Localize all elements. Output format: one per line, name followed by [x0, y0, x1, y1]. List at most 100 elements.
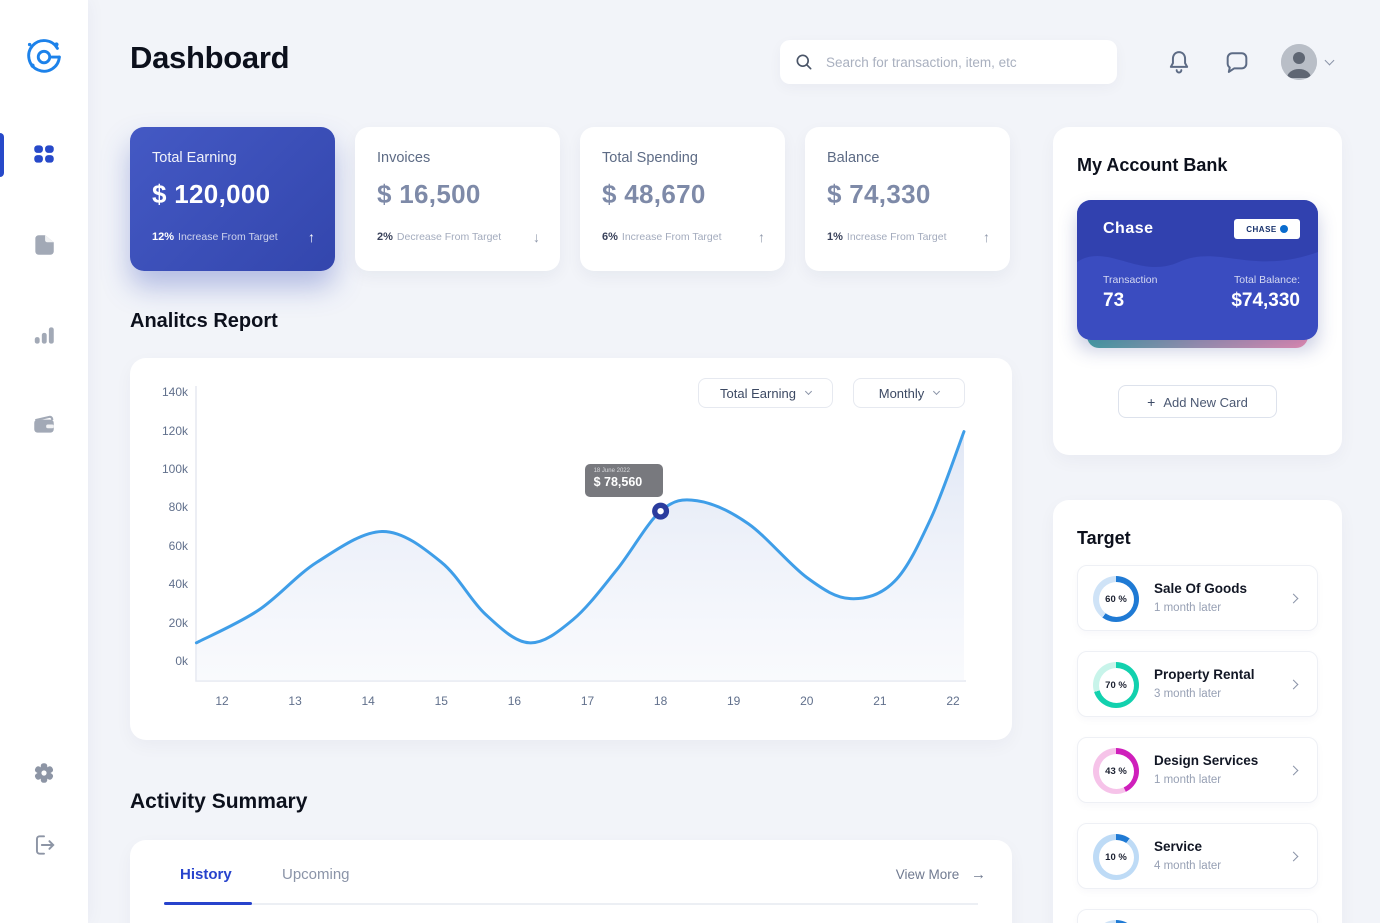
chase-bank-card[interactable]: Chase CHASE Transaction 73 Total Balance…: [1077, 200, 1318, 340]
logo-g-icon: [27, 39, 61, 73]
activity-heading: Activity Summary: [130, 790, 308, 813]
view-more-link[interactable]: View More →: [896, 866, 986, 883]
add-new-card-button[interactable]: + Add New Card: [1118, 385, 1277, 418]
stat-card-balance[interactable]: Balance $ 74,330 1% Increase From Target ↑: [805, 127, 1010, 271]
target-item-sale-of-goods[interactable]: 60 % Sale Of Goods 1 month later: [1077, 565, 1318, 631]
sidebar-active-indicator: [0, 133, 4, 177]
stat-change-text: Decrease From Target: [396, 231, 502, 243]
avatar[interactable]: [1281, 44, 1317, 80]
metric-filter-dropdown[interactable]: Total Earning: [698, 378, 833, 408]
card-wave-decoration: [1077, 200, 1318, 267]
stat-change-percent: 1%: [827, 231, 843, 243]
progress-percent: 70 %: [1098, 667, 1134, 703]
target-item-design-services[interactable]: 43 % Design Services 1 month later: [1077, 737, 1318, 803]
progress-ring: 10 %: [1093, 834, 1139, 880]
stat-value: $ 74,330: [827, 179, 931, 209]
analytics-bars-icon: [34, 326, 54, 344]
balance-value: $74,330: [1231, 290, 1300, 311]
period-filter-dropdown[interactable]: Monthly: [853, 378, 965, 408]
trend-down-icon: ↓: [533, 229, 540, 245]
messages-chat-icon: [1226, 52, 1248, 73]
stat-label: Balance: [827, 150, 880, 166]
stat-label: Invoices: [377, 150, 431, 166]
avatar-chevron-down-icon[interactable]: [1324, 55, 1335, 66]
stat-change-text: Increase From Target: [178, 231, 278, 243]
target-item-property-rental[interactable]: 70 % Property Rental 3 month later: [1077, 651, 1318, 717]
my-account-bank-card: My Account Bank Chase CHASE Transaction …: [1053, 127, 1342, 455]
stat-change-percent: 6%: [602, 231, 618, 243]
analytics-heading: Analitcs Report: [130, 310, 278, 332]
chevron-right-icon: [1288, 593, 1299, 604]
notifications-button[interactable]: [1165, 48, 1193, 76]
plus-icon: +: [1147, 393, 1156, 410]
chevron-right-icon: [1288, 765, 1299, 776]
chase-badge-text: CHASE: [1246, 224, 1277, 234]
tab-history[interactable]: History: [180, 866, 232, 883]
stat-change-percent: 12%: [152, 231, 175, 243]
transaction-value: 73: [1103, 290, 1125, 311]
stat-change-percent: 2%: [377, 231, 393, 243]
stat-label: Total Spending: [602, 150, 698, 166]
stat-change-text: Increase From Target: [621, 231, 722, 243]
settings-gear-icon: [34, 762, 54, 783]
search-bar[interactable]: [780, 40, 1117, 84]
dashboard-grid-icon: [34, 144, 54, 163]
wallet-icon: [34, 415, 54, 433]
sidebar-item-dashboard[interactable]: [28, 139, 60, 171]
search-icon: [796, 54, 812, 70]
stat-card-total-spending[interactable]: Total Spending $ 48,670 6% Increase From …: [580, 127, 785, 271]
bank-heading: My Account Bank: [1077, 155, 1228, 175]
stat-card-total-earning[interactable]: Total Earning $ 120,000 12% Increase From…: [130, 127, 335, 271]
target-item-service[interactable]: 10 % Service 4 month later: [1077, 823, 1318, 889]
target-label: Sale Of Goods: [1154, 581, 1248, 596]
target-label: Property Rental: [1154, 667, 1255, 682]
progress-percent: 43 %: [1098, 753, 1134, 789]
active-tab-underline: [164, 901, 252, 905]
logout-icon: [35, 834, 55, 855]
activity-summary-card: History Upcoming View More →: [130, 840, 1012, 923]
stat-change-text: Increase From Target: [846, 231, 947, 243]
target-due: 1 month later: [1154, 602, 1222, 614]
analytics-line-chart[interactable]: [130, 358, 1012, 740]
tab-upcoming[interactable]: Upcoming: [282, 866, 350, 883]
sidebar-item-wallet[interactable]: [28, 410, 60, 442]
bank-card-name: Chase: [1103, 220, 1154, 237]
chart-tooltip: 18 June 2022 $ 78,560: [584, 464, 663, 498]
progress-ring: 43 %: [1093, 748, 1139, 794]
sidebar-item-analytics[interactable]: [28, 320, 60, 352]
trend-up-icon: ↑: [758, 229, 765, 245]
documents-icon: [35, 234, 54, 255]
chase-logo-icon: [1279, 225, 1288, 233]
chase-logo-badge: CHASE: [1234, 219, 1300, 239]
target-item-partial[interactable]: [1077, 909, 1318, 923]
add-new-card-label: Add New Card: [1163, 394, 1248, 410]
notifications-bell-icon: [1169, 51, 1189, 74]
progress-ring: 70 %: [1093, 662, 1139, 708]
avatar-photo: [1281, 44, 1317, 80]
view-more-label: View More: [895, 867, 960, 882]
transaction-label: Transaction: [1103, 274, 1158, 286]
target-label: Design Services: [1154, 753, 1259, 768]
sidebar-item-settings[interactable]: [28, 758, 60, 790]
search-input[interactable]: [826, 54, 1103, 70]
stat-value: $ 120,000: [152, 179, 271, 209]
app-logo[interactable]: [21, 34, 67, 80]
chevron-right-icon: [1288, 679, 1299, 690]
target-label: Service: [1154, 839, 1203, 854]
stat-card-invoices[interactable]: Invoices $ 16,500 2% Decrease From Target…: [355, 127, 560, 271]
chart-area-fill: [196, 431, 964, 681]
period-filter-value: Monthly: [878, 385, 925, 401]
chart-line: [194, 430, 966, 645]
messages-button[interactable]: [1223, 48, 1251, 76]
chevron-right-icon: [1288, 851, 1299, 862]
analytics-report-card: Total Earning Monthly 140k 120k 100k 80k 60k…: [130, 358, 1012, 740]
stat-value: $ 48,670: [602, 179, 706, 209]
target-due: 4 month later: [1154, 860, 1222, 872]
stat-label: Total Earning: [152, 150, 237, 166]
sidebar-item-documents[interactable]: [28, 230, 60, 262]
progress-percent: 60 %: [1098, 581, 1134, 617]
target-heading: Target: [1077, 528, 1131, 548]
target-due: 1 month later: [1154, 774, 1222, 786]
progress-percent: 10 %: [1098, 839, 1134, 875]
sidebar-item-logout[interactable]: [28, 830, 60, 862]
